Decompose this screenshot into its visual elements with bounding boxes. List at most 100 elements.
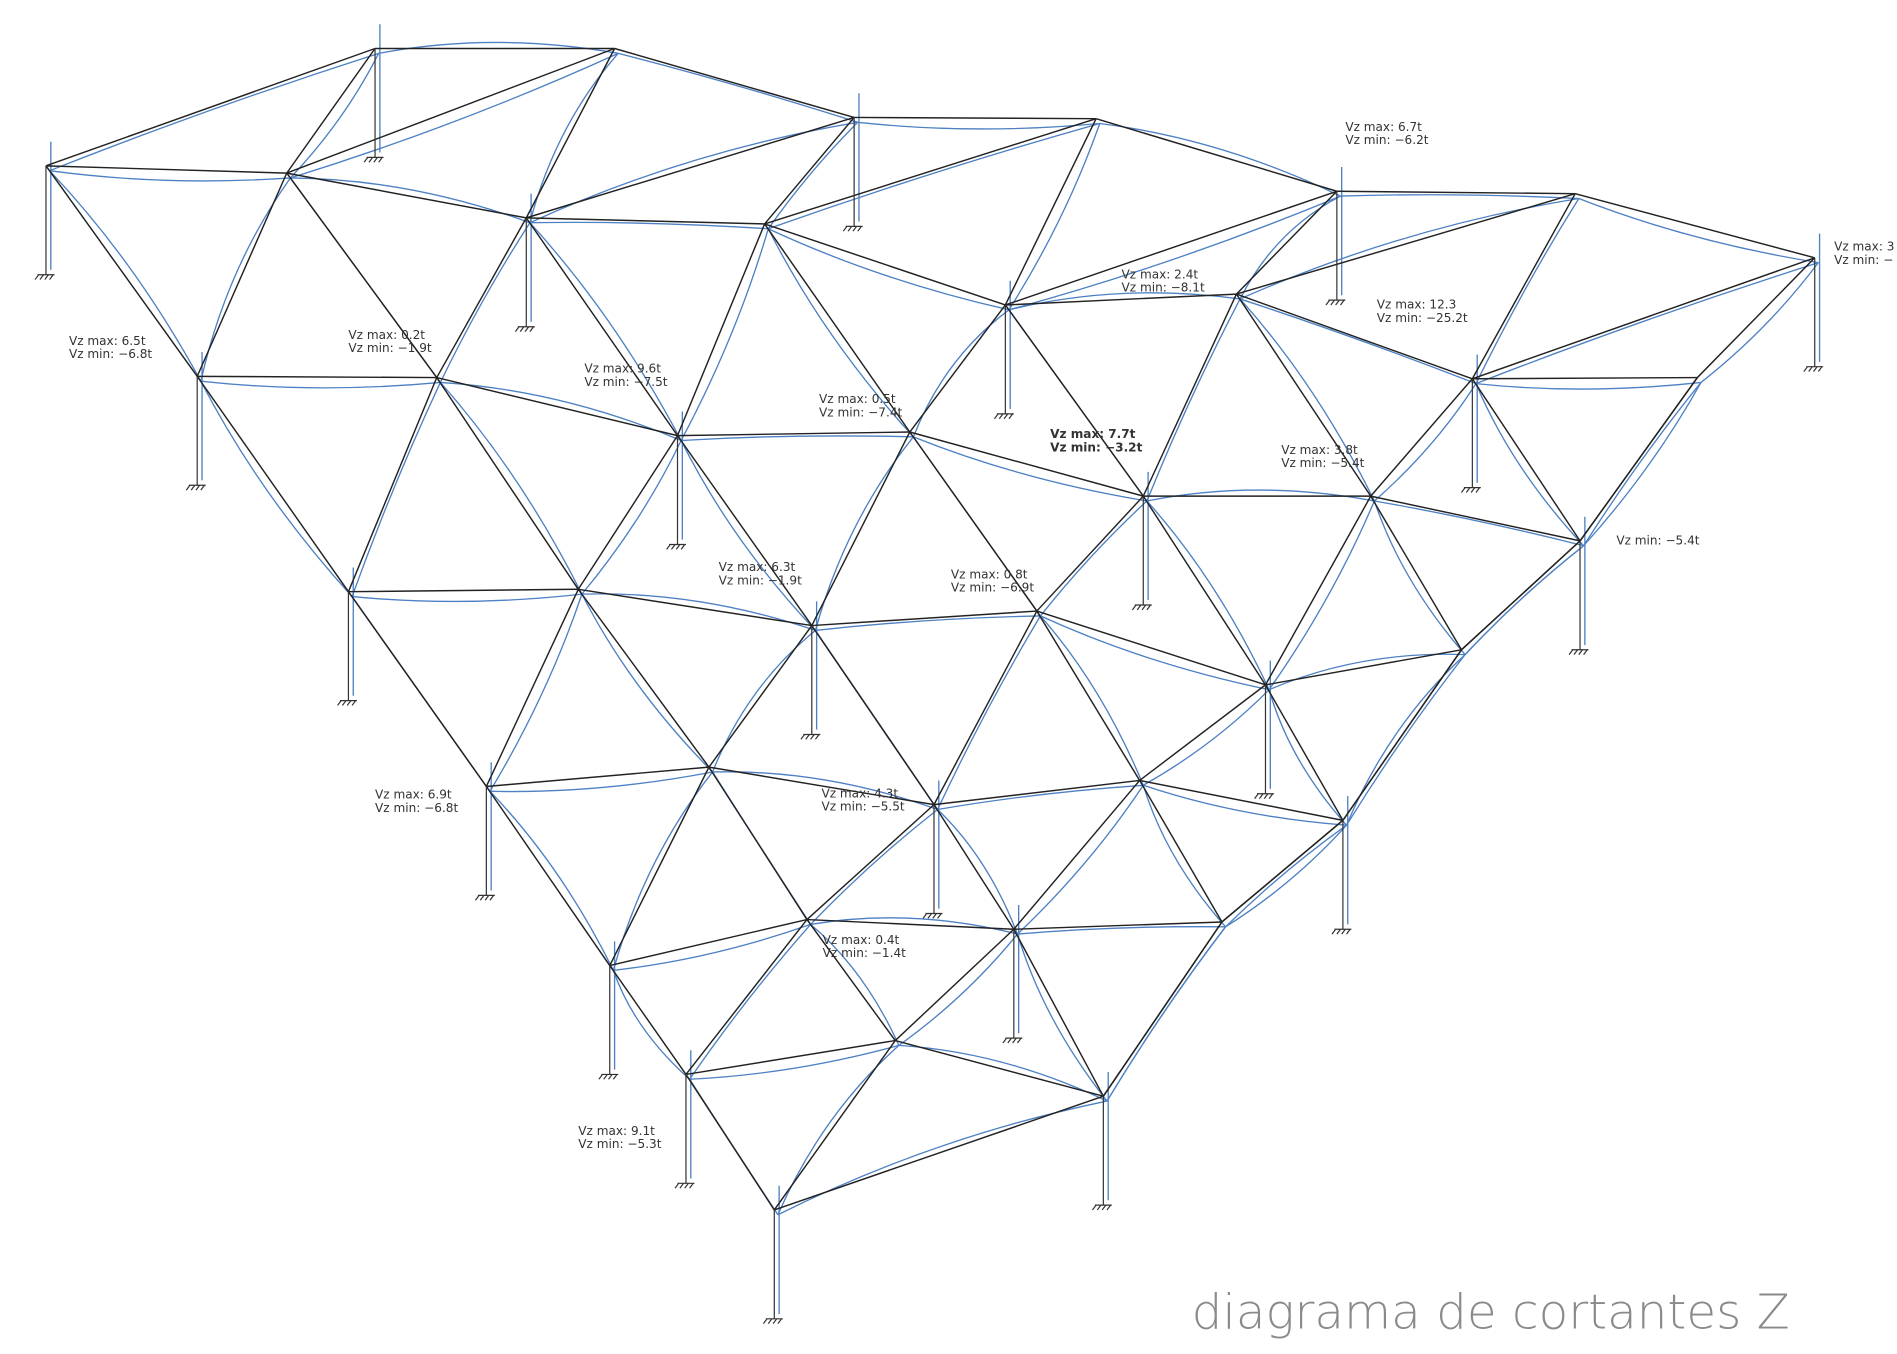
support-hatch <box>815 734 819 739</box>
shear-curve <box>1040 501 1146 616</box>
support-hatch <box>1804 367 1808 372</box>
columns <box>35 48 1823 1323</box>
support-hatch <box>40 275 44 280</box>
shear-curve <box>1374 384 1476 501</box>
shear-curve <box>899 934 1018 1045</box>
shear-curve <box>1226 825 1347 927</box>
force-label: Vz min: −8.1t <box>1122 281 1205 295</box>
beam <box>1140 780 1222 922</box>
shear-curve <box>858 122 1100 129</box>
beam <box>1371 496 1580 541</box>
beam <box>610 767 709 965</box>
beam <box>1472 378 1697 379</box>
beam <box>1143 294 1236 496</box>
support-hatch <box>186 485 190 490</box>
labels: Vz max: 6.7tVz min: −6.2tVz max: 3Vz min… <box>69 120 1894 1151</box>
shear-curve <box>1465 546 1584 655</box>
beam <box>1222 820 1343 922</box>
beam <box>709 626 812 768</box>
beam <box>437 218 527 378</box>
diagram-title: diagrama de cortantes Z <box>1192 1284 1790 1340</box>
beam <box>486 767 709 786</box>
beam <box>197 173 287 376</box>
beam <box>610 920 807 966</box>
support-hatch <box>671 545 675 550</box>
shear-curve <box>1579 199 1819 263</box>
shear-curve <box>1465 546 1584 655</box>
support-hatch <box>1259 794 1263 799</box>
support-hatch <box>530 327 534 332</box>
support-hatch <box>999 414 1003 419</box>
shear-curve <box>352 382 440 596</box>
shear-curve <box>1269 690 1346 826</box>
support-hatch <box>1574 650 1578 655</box>
support-hatch <box>1569 650 1573 655</box>
shear-curve <box>582 440 681 594</box>
beam <box>197 376 437 377</box>
beam <box>812 626 934 805</box>
force-label: Vz min: −7.5t <box>584 375 667 389</box>
beam <box>774 1096 1103 1210</box>
support-hatch <box>1102 1205 1106 1210</box>
support-hatch <box>1092 1205 1096 1210</box>
support-hatch <box>374 157 378 162</box>
support-hatch <box>1132 605 1136 610</box>
support-hatch <box>338 701 342 706</box>
beam <box>1371 379 1473 496</box>
support-hatch <box>352 701 356 706</box>
force-label: Vz max: 6.9t <box>375 788 452 802</box>
support-hatch <box>342 701 346 706</box>
beam <box>1005 305 1143 496</box>
beam <box>578 589 811 625</box>
shear-curve <box>1584 382 1701 545</box>
beam <box>348 378 436 592</box>
support-hatch <box>1579 650 1583 655</box>
support-hatch <box>515 327 519 332</box>
beam <box>807 805 934 920</box>
force-label: Vz min: −7.4t <box>819 405 902 419</box>
beam <box>1337 191 1575 193</box>
support-hatch <box>1476 488 1480 493</box>
beam <box>1143 496 1265 685</box>
support-hatch <box>675 1183 679 1188</box>
support-hatch <box>853 226 857 231</box>
beam <box>46 48 375 165</box>
page: Vz max: 6.7tVz min: −6.2tVz max: 3Vz min… <box>0 0 1897 1354</box>
support-hatch <box>1013 1038 1017 1043</box>
support-hatch <box>1137 605 1141 610</box>
beam <box>1343 650 1462 821</box>
beam <box>678 436 812 626</box>
shear-curve <box>440 223 530 383</box>
support-hatch <box>1107 1205 1111 1210</box>
shear-curve <box>1107 927 1226 1101</box>
beam <box>1014 929 1104 1096</box>
support-hatch <box>525 327 529 332</box>
shear-curve <box>768 229 1009 310</box>
shear-curve <box>815 437 913 631</box>
force-label: Vz min: −1.9t <box>719 573 802 587</box>
beam <box>807 920 1014 930</box>
support-hatch <box>811 734 815 739</box>
force-label: Vz min: −5.5t <box>821 800 904 814</box>
shear-curve <box>1143 690 1269 786</box>
force-label: Vz min: −1.4t <box>823 946 906 960</box>
support-hatch <box>1009 414 1013 419</box>
force-label: Vz max: 0.8t <box>951 567 1028 581</box>
support-hatch <box>768 1319 772 1324</box>
support-hatch <box>520 327 524 332</box>
beam <box>1697 258 1814 378</box>
support-hatch <box>369 157 373 162</box>
support-hatch <box>676 545 680 550</box>
support-hatch <box>1814 367 1818 372</box>
shear-curve <box>613 924 810 970</box>
support-hatch <box>994 414 998 419</box>
support-hatch <box>1147 605 1151 610</box>
support-hatch <box>613 1074 617 1079</box>
support-hatch <box>1004 414 1008 419</box>
beam <box>686 1074 774 1210</box>
shear-curve <box>1476 199 1579 384</box>
force-label: Vz min: −6.2t <box>1345 133 1428 147</box>
support-hatch <box>1461 488 1465 493</box>
shear-curve <box>201 381 441 388</box>
beam <box>578 589 709 767</box>
